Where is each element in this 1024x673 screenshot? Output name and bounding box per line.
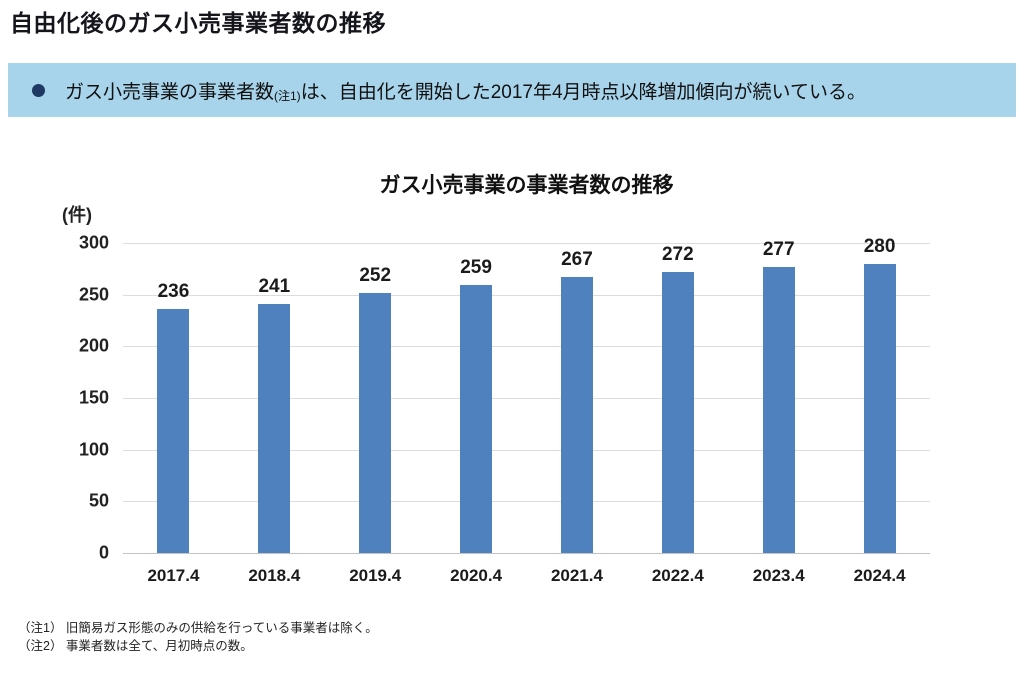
footnote-2: （注2） 事業者数は全て、月初時点の数。 bbox=[18, 638, 253, 653]
y-axis-unit-label: (件) bbox=[62, 205, 92, 225]
bar bbox=[258, 303, 291, 553]
bar bbox=[359, 292, 392, 553]
bar-value-label: 277 bbox=[762, 238, 795, 260]
plot-area: 0 50 100 150 200 250 300 236 2017.4 241 2018.4 252 2… bbox=[79, 233, 930, 585]
bar bbox=[863, 263, 896, 553]
gridline bbox=[123, 243, 930, 244]
y-tick-label: 300 bbox=[78, 232, 109, 253]
x-tick-label: 2022.4 bbox=[651, 566, 704, 585]
x-tick-label: 2019.4 bbox=[349, 566, 402, 585]
bar-value-label: 236 bbox=[157, 281, 190, 303]
y-tick-label: 150 bbox=[78, 387, 109, 408]
bar-value-label: 241 bbox=[258, 275, 291, 297]
y-tick-label: 200 bbox=[78, 335, 109, 356]
y-tick-label: 50 bbox=[88, 490, 109, 511]
bar bbox=[460, 285, 493, 553]
x-tick-label: 2018.4 bbox=[248, 566, 301, 585]
y-tick-label: 0 bbox=[98, 542, 109, 563]
bar-value-label: 280 bbox=[863, 235, 896, 257]
note-reference: (注1) bbox=[274, 88, 301, 103]
bar-value-label: 272 bbox=[661, 243, 694, 265]
circle-bullet-icon bbox=[32, 84, 45, 97]
banner-text: ガス小売事業の事業者数(注1)は、自由化を開始した2017年4月時点以降増加傾向… bbox=[65, 77, 866, 104]
footnotes: （注1） 旧簡易ガス形態のみの供給を行っている事業者は除く。 （注2） 事業者数… bbox=[18, 620, 378, 655]
gridline bbox=[123, 553, 930, 554]
bar bbox=[560, 277, 593, 553]
bar bbox=[661, 271, 694, 553]
chart-title: ガス小売事業の事業者数の推移 bbox=[379, 174, 674, 197]
gridline bbox=[123, 449, 930, 451]
footnote-1: （注1） 旧簡易ガス形態のみの供給を行っている事業者は除く。 bbox=[18, 621, 378, 635]
bar-value-label: 252 bbox=[359, 264, 392, 286]
gridline bbox=[123, 294, 930, 296]
key-point-banner: ガス小売事業の事業者数(注1)は、自由化を開始した2017年4月時点以降増加傾向… bbox=[8, 63, 1016, 117]
x-tick-label: 2024.4 bbox=[853, 566, 906, 585]
banner-text-before: ガス小売事業の事業者数 bbox=[65, 81, 275, 103]
bar bbox=[762, 266, 795, 553]
gridline bbox=[123, 501, 930, 503]
y-tick-label: 100 bbox=[78, 439, 109, 460]
banner-text-after: は、自由化を開始した2017年4月時点以降増加傾向が続いている。 bbox=[300, 81, 866, 103]
gridline bbox=[123, 398, 930, 399]
y-tick-label: 250 bbox=[78, 284, 109, 305]
bar-value-label: 259 bbox=[460, 257, 492, 279]
gridline bbox=[123, 346, 930, 348]
bar-value-label: 267 bbox=[561, 249, 593, 271]
x-tick-label: 2021.4 bbox=[550, 566, 603, 585]
x-tick-label: 2020.4 bbox=[450, 566, 503, 585]
bar bbox=[157, 309, 190, 553]
x-tick-label: 2023.4 bbox=[752, 566, 805, 585]
page-title: 自由化後のガス小売事業者数の推移 bbox=[10, 10, 386, 36]
x-tick-label: 2017.4 bbox=[147, 566, 200, 585]
